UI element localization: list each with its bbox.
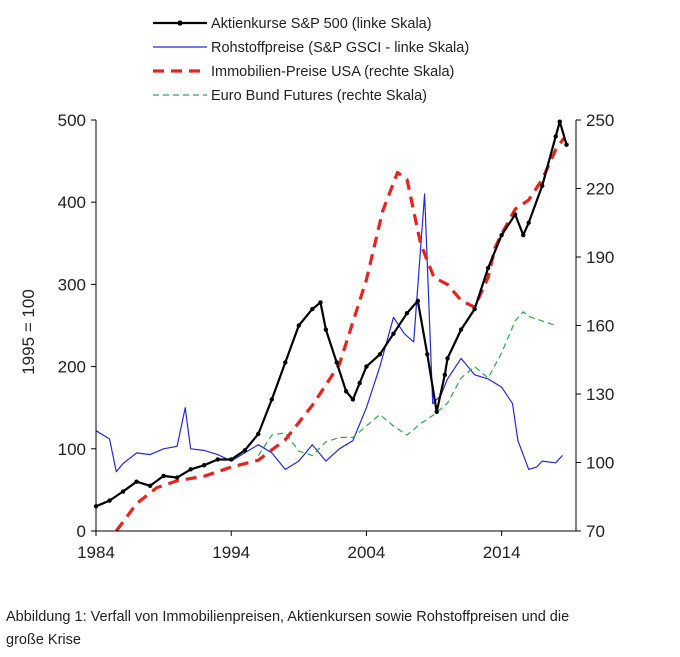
right-tick-label: 160	[586, 317, 614, 336]
left-tick-label: 200	[58, 358, 86, 377]
sp500-marker	[557, 119, 562, 124]
sp500-marker	[334, 360, 339, 365]
left-tick-label: 500	[58, 111, 86, 130]
sp500-marker	[161, 473, 166, 479]
sp500-marker	[434, 409, 439, 415]
x-tick-label: 2014	[483, 543, 521, 562]
sp500-marker	[201, 463, 207, 468]
sp500-marker	[521, 232, 526, 238]
right-tick-label: 190	[586, 248, 614, 267]
legend-entry-1: Rohstoffpreise (S&P GSCI - linke Skala)	[211, 40, 469, 56]
x-tick-label: 2004	[348, 543, 386, 562]
sp500-marker	[229, 457, 234, 462]
left-tick-label: 400	[58, 193, 86, 212]
sp500-marker	[343, 389, 349, 394]
sp500-marker	[269, 397, 274, 402]
sp500-marker	[256, 431, 261, 437]
sp500-marker	[357, 380, 362, 386]
sp500-marker	[283, 360, 288, 365]
figure-caption: Abbildung 1: Verfall von Immobilienpreis…	[6, 606, 674, 652]
right-tick-label: 70	[586, 522, 605, 541]
x-tick-label: 1994	[212, 543, 250, 562]
sp500-marker	[499, 232, 504, 238]
series-line-1	[95, 193, 563, 473]
sp500-marker	[364, 364, 369, 369]
sp500-marker	[526, 220, 531, 225]
x-tick-label: 1984	[77, 543, 115, 562]
right-tick-label: 250	[586, 111, 614, 130]
series-line-2	[115, 137, 566, 532]
left-tick-label: 0	[77, 522, 86, 541]
series-layer	[93, 119, 569, 532]
sp500-marker	[147, 483, 153, 488]
right-tick-label: 130	[586, 385, 614, 404]
sp500-marker	[539, 183, 545, 188]
legend-marker-0	[177, 20, 183, 26]
sp500-marker	[350, 397, 356, 402]
sp500-marker	[472, 306, 477, 312]
axes-layer: 0 100 200 300 400 500 70 100 130 160 190 220 250 1984…	[58, 111, 615, 562]
right-tick-label: 100	[586, 454, 614, 473]
legend-entry-2: Immobilien-Preise USA (rechte Skala)	[211, 64, 454, 80]
caption-line-1: Abbildung 1: Verfall von Immobilienpreis…	[6, 609, 570, 625]
series-line-3	[257, 311, 556, 457]
sp500-marker	[564, 142, 569, 147]
sp500-marker	[174, 475, 180, 480]
sp500-marker	[188, 467, 193, 472]
sp500-marker	[296, 323, 302, 328]
sp500-marker	[391, 331, 396, 336]
sp500-marker	[442, 372, 448, 378]
sp500-marker	[323, 327, 329, 332]
legend-entry-0: Aktienkurse S&P 500 (linke Skala)	[211, 16, 432, 32]
sp500-marker	[215, 457, 220, 462]
sp500-marker	[415, 298, 421, 304]
sp500-marker	[404, 310, 410, 316]
sp500-marker	[120, 489, 126, 494]
sp500-marker	[242, 448, 247, 453]
sp500-marker	[458, 327, 464, 332]
sp500-marker	[512, 212, 518, 217]
sp500-marker	[107, 498, 112, 503]
sp500-marker	[485, 265, 491, 271]
left-tick-label: 300	[58, 275, 86, 294]
sp500-marker	[425, 352, 430, 357]
right-tick-label: 220	[586, 180, 614, 199]
sp500-marker	[553, 134, 558, 139]
sp500-marker	[377, 352, 383, 357]
sp500-marker	[134, 479, 139, 484]
sp500-marker	[445, 356, 450, 361]
left-tick-label: 100	[58, 440, 86, 459]
legend: Aktienkurse S&P 500 (linke Skala) Rohstof…	[153, 16, 469, 104]
chart-svg: Aktienkurse S&P 500 (linke Skala) Rohstof…	[19, 16, 615, 562]
sp500-marker	[318, 300, 323, 305]
caption-line-2: große Krise	[6, 632, 81, 648]
sp500-marker	[310, 306, 315, 312]
legend-entry-3: Euro Bund Futures (rechte Skala)	[211, 88, 427, 104]
y-axis-label: 1995 = 100	[19, 289, 38, 375]
chart-figure: Aktienkurse S&P 500 (linke Skala) Rohstof…	[19, 16, 615, 562]
